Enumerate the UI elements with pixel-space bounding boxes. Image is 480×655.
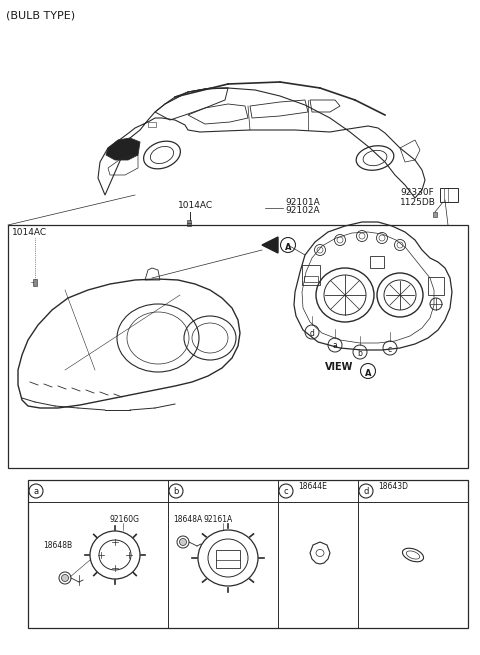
Text: b: b (173, 487, 179, 496)
Bar (28, 480, 468, 628)
Bar (8, 225, 468, 468)
Text: A: A (285, 242, 291, 252)
Bar (33, 279, 37, 286)
Text: A: A (365, 369, 372, 377)
Bar (187, 220, 191, 226)
Bar (440, 188, 458, 202)
Text: 92160G: 92160G (110, 515, 140, 524)
Polygon shape (106, 138, 140, 160)
Ellipse shape (180, 538, 187, 546)
Text: a: a (34, 487, 38, 496)
Text: 1014AC: 1014AC (12, 228, 47, 237)
Bar (433, 212, 437, 217)
Text: d: d (363, 487, 369, 496)
Bar (302, 265, 320, 285)
Bar (216, 550, 240, 568)
Polygon shape (262, 237, 278, 253)
Text: VIEW: VIEW (325, 362, 353, 372)
Text: 92101A: 92101A (285, 198, 320, 207)
Text: 92161A: 92161A (204, 515, 233, 524)
Bar (148, 122, 156, 127)
Text: c: c (387, 345, 392, 354)
Text: 1125DB: 1125DB (400, 198, 436, 207)
Ellipse shape (61, 574, 69, 582)
Text: c: c (284, 487, 288, 496)
Text: 18648B: 18648B (43, 541, 72, 550)
Text: 92330F: 92330F (400, 188, 434, 197)
Text: 18648A: 18648A (173, 515, 202, 524)
Text: (BULB TYPE): (BULB TYPE) (6, 10, 75, 20)
Text: 92102A: 92102A (285, 206, 320, 215)
Text: a: a (333, 341, 337, 350)
Text: 18643D: 18643D (378, 482, 408, 491)
Text: 1014AC: 1014AC (178, 201, 213, 210)
Text: 18644E: 18644E (298, 482, 327, 491)
Bar (304, 276, 318, 282)
Text: b: b (358, 348, 362, 358)
Text: d: d (310, 329, 314, 337)
Bar (428, 277, 444, 295)
Bar (370, 256, 384, 268)
